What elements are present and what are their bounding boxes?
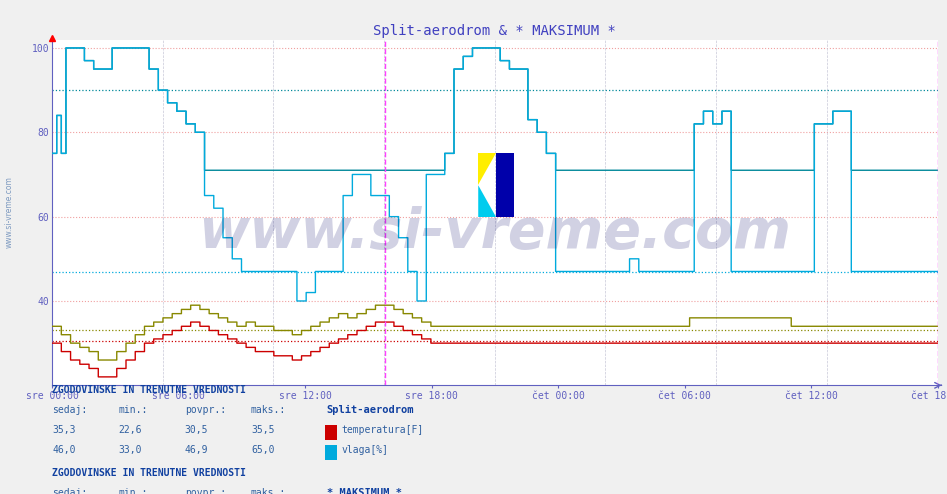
Text: ZGODOVINSKE IN TRENUTNE VREDNOSTI: ZGODOVINSKE IN TRENUTNE VREDNOSTI [52,385,246,395]
Title: Split-aerodrom & * MAKSIMUM *: Split-aerodrom & * MAKSIMUM * [373,24,616,39]
Text: Split-aerodrom: Split-aerodrom [327,405,414,415]
Polygon shape [478,153,496,185]
Text: temperatura[F]: temperatura[F] [342,425,424,435]
Text: maks.:: maks.: [251,488,286,494]
Text: maks.:: maks.: [251,405,286,415]
Text: povpr.:: povpr.: [185,488,225,494]
Text: 46,0: 46,0 [52,445,76,455]
Text: min.:: min.: [118,405,148,415]
Text: vlaga[%]: vlaga[%] [342,445,389,455]
Text: 35,3: 35,3 [52,425,76,435]
Text: sedaj:: sedaj: [52,405,87,415]
Text: sedaj:: sedaj: [52,488,87,494]
Text: www.si-vreme.com: www.si-vreme.com [198,206,792,260]
Text: 22,6: 22,6 [118,425,142,435]
Text: 65,0: 65,0 [251,445,275,455]
Text: 35,5: 35,5 [251,425,275,435]
Text: 30,5: 30,5 [185,425,208,435]
Text: povpr.:: povpr.: [185,405,225,415]
Text: 33,0: 33,0 [118,445,142,455]
Text: www.si-vreme.com: www.si-vreme.com [5,176,14,248]
Polygon shape [496,153,514,217]
Polygon shape [478,185,496,217]
Text: 46,9: 46,9 [185,445,208,455]
Text: min.:: min.: [118,488,148,494]
Text: * MAKSIMUM *: * MAKSIMUM * [327,488,402,494]
Text: ZGODOVINSKE IN TRENUTNE VREDNOSTI: ZGODOVINSKE IN TRENUTNE VREDNOSTI [52,468,246,478]
